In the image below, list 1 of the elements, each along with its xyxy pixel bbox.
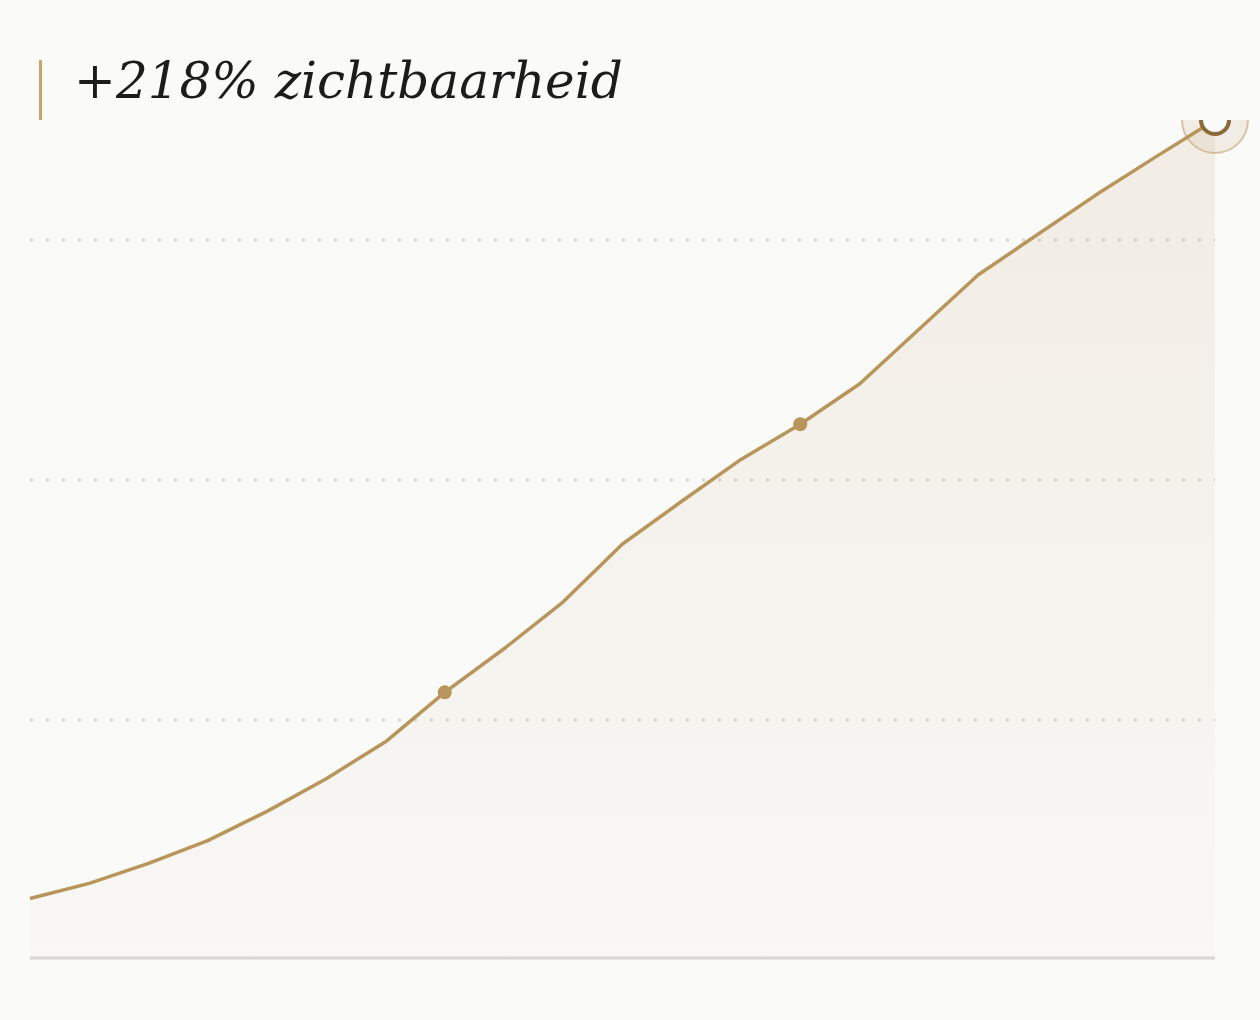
chart-title: +218% zichtbaarheid	[74, 52, 623, 110]
